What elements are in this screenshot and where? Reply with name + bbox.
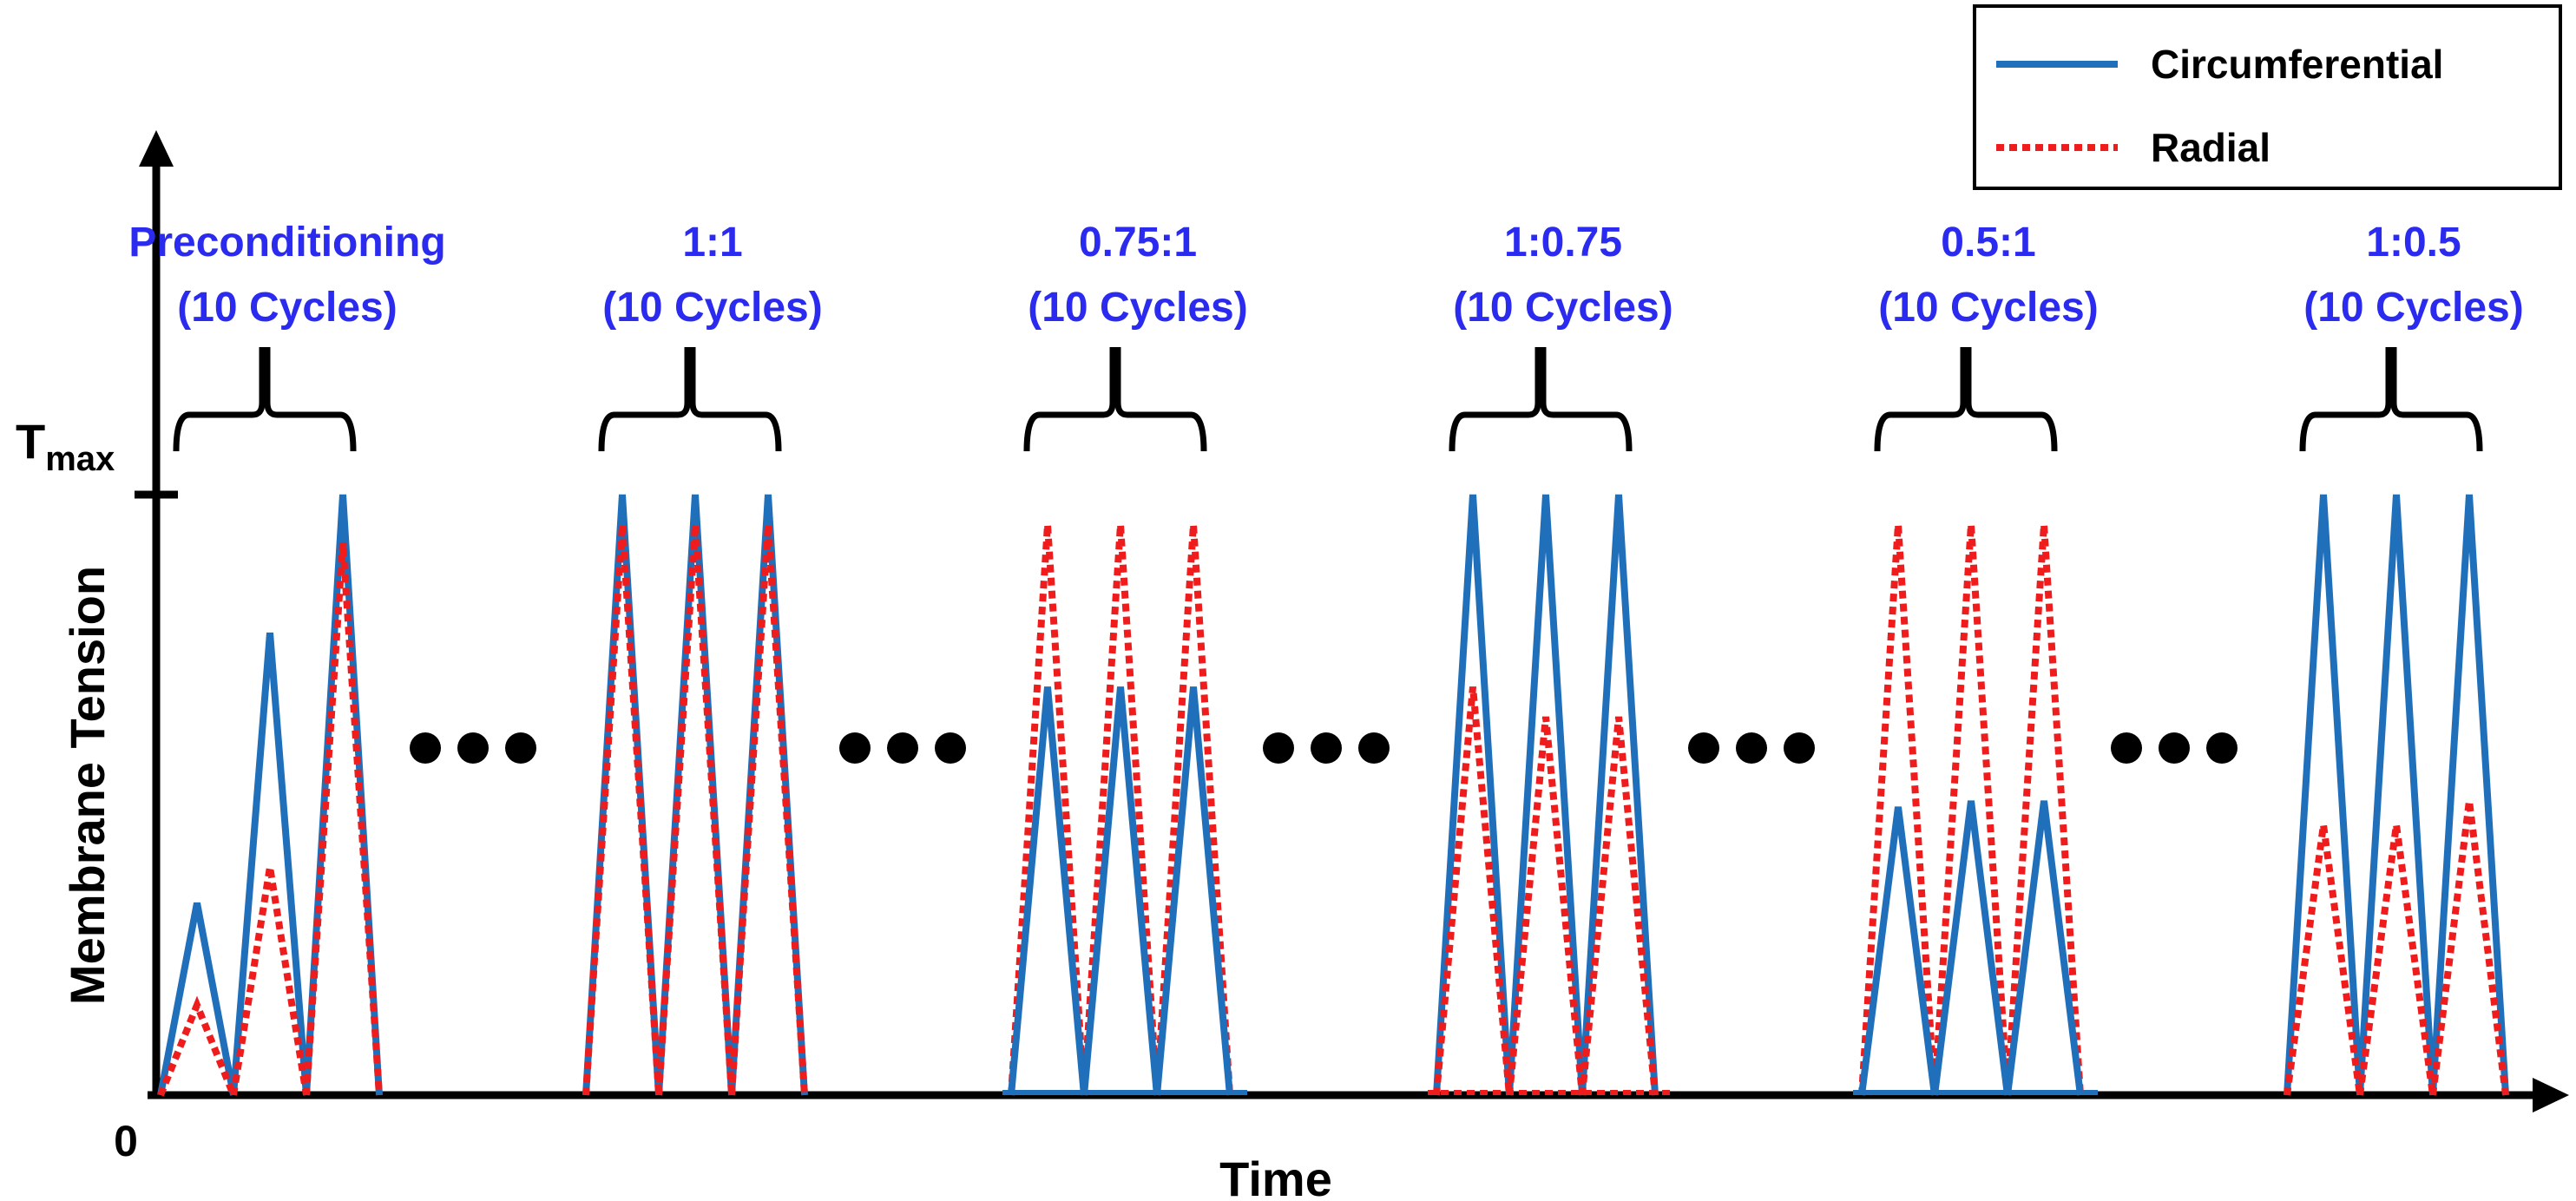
phase-label-1: Preconditioning (128, 220, 445, 266)
circumferential-cycle-5-2 (1931, 800, 2011, 1096)
legend-radial-label: Radial (2151, 125, 2270, 170)
ellipsis-dot-2-2 (887, 732, 918, 764)
circumferential-cycle-4-1 (1433, 494, 1513, 1096)
phase-label-2: 1:1 (682, 220, 742, 266)
phase-group-2: 1:1 (10 Cycles) (582, 220, 823, 1096)
ellipsis-dot-1-3 (505, 732, 536, 764)
phase-brace-4 (1449, 347, 1633, 452)
phase-brace-3 (1023, 347, 1207, 452)
radial-cycle-1-1 (157, 995, 237, 1097)
circumferential-cycle-2-2 (655, 494, 735, 1096)
phase-label-6: 1:0.5 (2366, 220, 2461, 266)
circumferential-cycle-4-3 (1579, 494, 1659, 1096)
phase-cycles-4: (10 Cycles) (1453, 285, 1672, 331)
radial-cycle-1-3 (303, 542, 383, 1096)
radial-cycle-5-2 (1931, 524, 2011, 1096)
ellipsis-dot-5-3 (2206, 732, 2238, 764)
circumferential-cycle-5-3 (2004, 800, 2084, 1096)
radial-cycle-4-1 (1433, 686, 1513, 1096)
circumferential-cycle-4-2 (1506, 494, 1586, 1096)
circumferential-cycle-6-1 (2284, 494, 2363, 1096)
circumferential-cycle-1-2 (230, 632, 310, 1096)
radial-cycle-5-3 (2004, 524, 2084, 1096)
ellipsis-dot-5-2 (2159, 732, 2190, 764)
x-axis-label: Time (1219, 1152, 1332, 1201)
ellipsis-dot-2-1 (839, 732, 871, 764)
phase-brace-1 (173, 347, 357, 452)
axes (135, 130, 2569, 1112)
circumferential-cycle-6-2 (2356, 494, 2436, 1096)
radial-cycle-3-1 (1008, 524, 1088, 1096)
phase-group-5: 0.5:1 (10 Cycles) (1853, 220, 2099, 1096)
phase-brace-2 (598, 347, 782, 452)
legend: Circumferential Radial (1973, 4, 2562, 190)
tmax-tick-label: Tmax (16, 414, 115, 478)
phase-label-5: 0.5:1 (1941, 220, 2035, 266)
radial-cycle-5-1 (1858, 524, 1938, 1096)
phase-group-4: 1:0.75 (10 Cycles) (1428, 220, 1673, 1096)
circumferential-cycle-3-2 (1081, 686, 1160, 1096)
legend-box (1973, 4, 2562, 190)
phase-cycles-5: (10 Cycles) (1878, 285, 2098, 331)
ellipsis-dot-4-3 (1784, 732, 1815, 764)
circumferential-cycle-2-1 (582, 494, 662, 1096)
ellipsis-dot-1-1 (410, 732, 441, 764)
radial-cycle-3-2 (1081, 524, 1160, 1096)
phase-cycles-2: (10 Cycles) (602, 285, 822, 331)
legend-circumferential-label: Circumferential (2151, 42, 2443, 87)
radial-cycle-2-1 (582, 524, 662, 1096)
phase-label-3: 0.75:1 (1079, 220, 1197, 266)
radial-cycle-4-3 (1579, 716, 1659, 1096)
radial-cycle-2-2 (655, 524, 735, 1096)
radial-cycle-6-3 (2429, 800, 2509, 1096)
phase-group-3: 0.75:1 (10 Cycles) (1002, 220, 1248, 1096)
phase-group-1: Preconditioning (10 Cycles) (128, 220, 446, 1097)
circumferential-cycle-5-1 (1858, 806, 1938, 1096)
circumferential-cycle-2-3 (728, 494, 808, 1096)
ellipsis-dot-5-1 (2111, 732, 2142, 764)
ellipsis-dot-2-3 (935, 732, 966, 764)
circumferential-cycle-1-1 (157, 902, 237, 1096)
x-axis-arrow (2533, 1078, 2569, 1112)
circumferential-cycle-3-1 (1008, 686, 1088, 1096)
radial-cycle-1-2 (230, 866, 310, 1096)
radial-cycle-2-3 (728, 524, 808, 1096)
y-axis-arrow (139, 130, 174, 167)
circumferential-cycle-3-3 (1153, 686, 1233, 1096)
ellipsis-dot-4-2 (1736, 732, 1767, 764)
radial-cycle-3-3 (1153, 524, 1233, 1096)
phase-brace-6 (2299, 347, 2483, 452)
y-axis-label: Membrane Tension (60, 566, 115, 1005)
ellipsis-dot-3-1 (1263, 732, 1294, 764)
phase-cycles-6: (10 Cycles) (2303, 285, 2523, 331)
ellipsis-dot-3-2 (1311, 732, 1342, 764)
radial-cycle-4-2 (1506, 716, 1586, 1096)
ellipsis-dot-3-3 (1358, 732, 1390, 764)
phase-group-6: 1:0.5 (10 Cycles) (2284, 220, 2524, 1096)
ellipsis-dot-1-2 (457, 732, 489, 764)
ellipsis-dot-4-1 (1688, 732, 1719, 764)
origin-label: 0 (114, 1117, 138, 1165)
circumferential-cycle-6-3 (2429, 494, 2509, 1096)
phase-brace-5 (1874, 347, 2058, 452)
phase-layer: Preconditioning (10 Cycles) 1:1 (10 Cycles)… (128, 220, 2524, 1097)
phase-cycles-1: (10 Cycles) (177, 285, 397, 331)
phase-label-4: 1:0.75 (1504, 220, 1622, 266)
ellipsis-dots (410, 732, 2238, 764)
phase-cycles-3: (10 Cycles) (1028, 285, 1247, 331)
